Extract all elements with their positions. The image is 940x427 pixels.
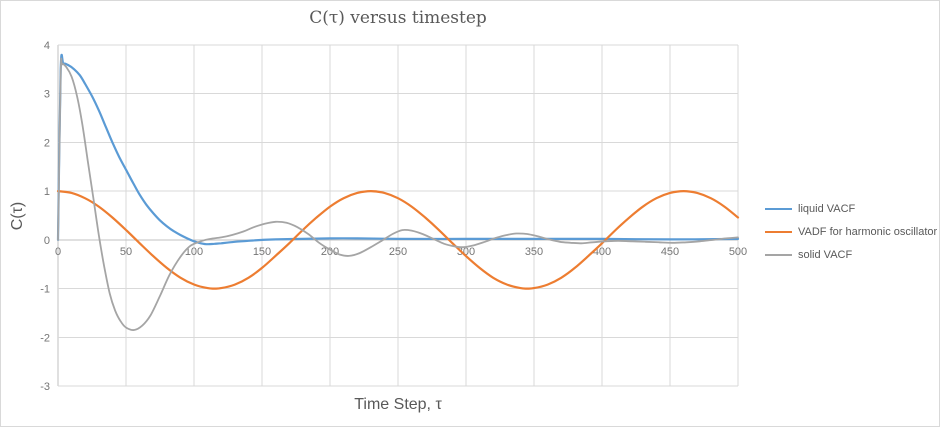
legend-label: solid VACF [798, 249, 853, 261]
svg-text:500: 500 [729, 246, 747, 258]
svg-text:100: 100 [185, 246, 203, 258]
svg-text:400: 400 [593, 246, 611, 258]
svg-text:-2: -2 [40, 332, 50, 344]
svg-text:-1: -1 [40, 284, 50, 296]
legend-line-swatch [765, 231, 792, 233]
svg-text:450: 450 [661, 246, 679, 258]
legend-label: VADF for harmonic oscillator [798, 226, 938, 238]
legend-line-swatch [765, 254, 792, 256]
svg-text:-3: -3 [40, 381, 50, 393]
x-axis-title: Time Step, τ [354, 396, 442, 413]
legend-item-liquid-vacf[interactable]: liquid VACF [765, 202, 937, 216]
svg-text:0: 0 [55, 246, 61, 258]
legend-item-vadf-harmonic-oscillator[interactable]: VADF for harmonic oscillator [765, 225, 937, 239]
svg-text:200: 200 [321, 246, 339, 258]
legend-label: liquid VACF [798, 203, 856, 215]
svg-text:300: 300 [457, 246, 475, 258]
legend-item-solid-vacf[interactable]: solid VACF [765, 248, 937, 262]
svg-text:250: 250 [389, 246, 407, 258]
svg-text:2: 2 [44, 137, 50, 149]
legend-line-swatch [765, 208, 792, 210]
svg-text:50: 50 [120, 246, 132, 258]
legend: liquid VACF VADF for harmonic oscillator… [765, 202, 937, 262]
svg-text:150: 150 [253, 246, 271, 258]
svg-text:4: 4 [44, 40, 50, 52]
y-axis-title: C(τ) [9, 201, 26, 231]
chart-title: C(τ) versus timestep [309, 8, 487, 28]
svg-text:1: 1 [44, 186, 50, 198]
svg-text:0: 0 [44, 235, 50, 247]
svg-text:3: 3 [44, 89, 50, 101]
svg-text:350: 350 [525, 246, 543, 258]
